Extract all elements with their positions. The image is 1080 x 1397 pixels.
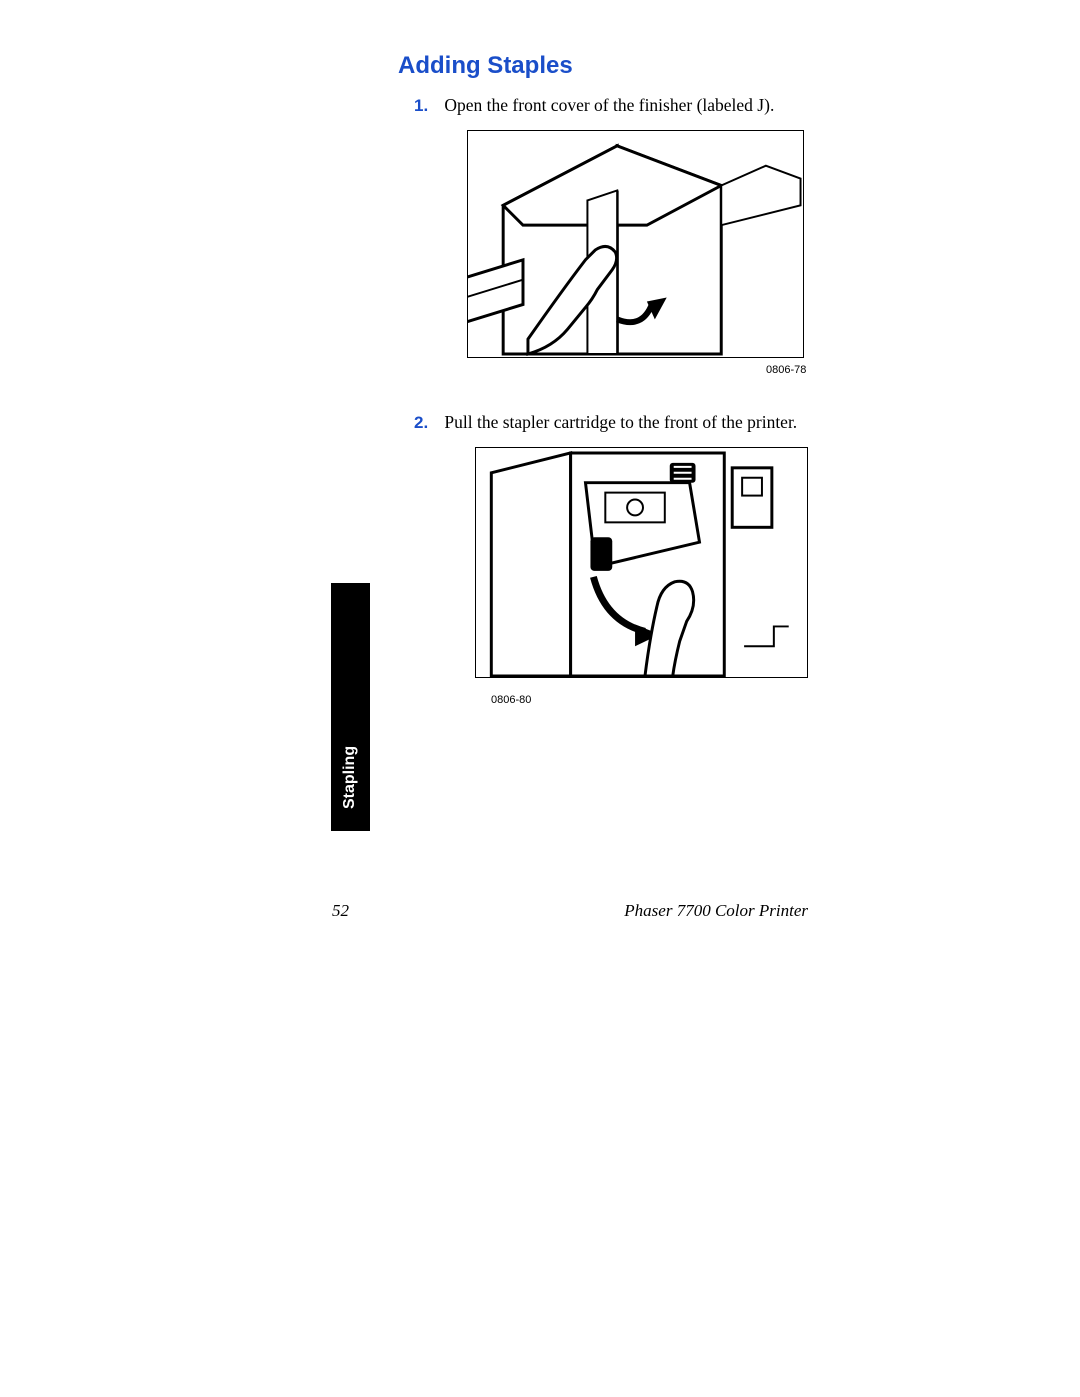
figure-2-caption: 0806-80 [491,694,531,706]
step-2: 2. Pull the stapler cartridge to the fro… [414,412,797,433]
manual-page: Adding Staples 1. Open the front cover o… [0,0,1080,1397]
figure-1-caption: 0806-78 [766,364,806,376]
step-2-number: 2. [414,413,440,433]
step-2-text: Pull the stapler cartridge to the front … [444,412,797,432]
page-number: 52 [332,901,349,921]
step-1-number: 1. [414,96,440,116]
section-heading: Adding Staples [398,52,573,80]
step-1-text: Open the front cover of the finisher (la… [444,95,774,115]
figure-2 [475,447,808,678]
section-tab-label: Stapling [341,746,359,809]
footer-product-name: Phaser 7700 Color Printer [624,901,808,921]
section-tab: Stapling [331,583,370,831]
step-1: 1. Open the front cover of the finisher … [414,95,774,116]
figure-1 [467,130,804,358]
